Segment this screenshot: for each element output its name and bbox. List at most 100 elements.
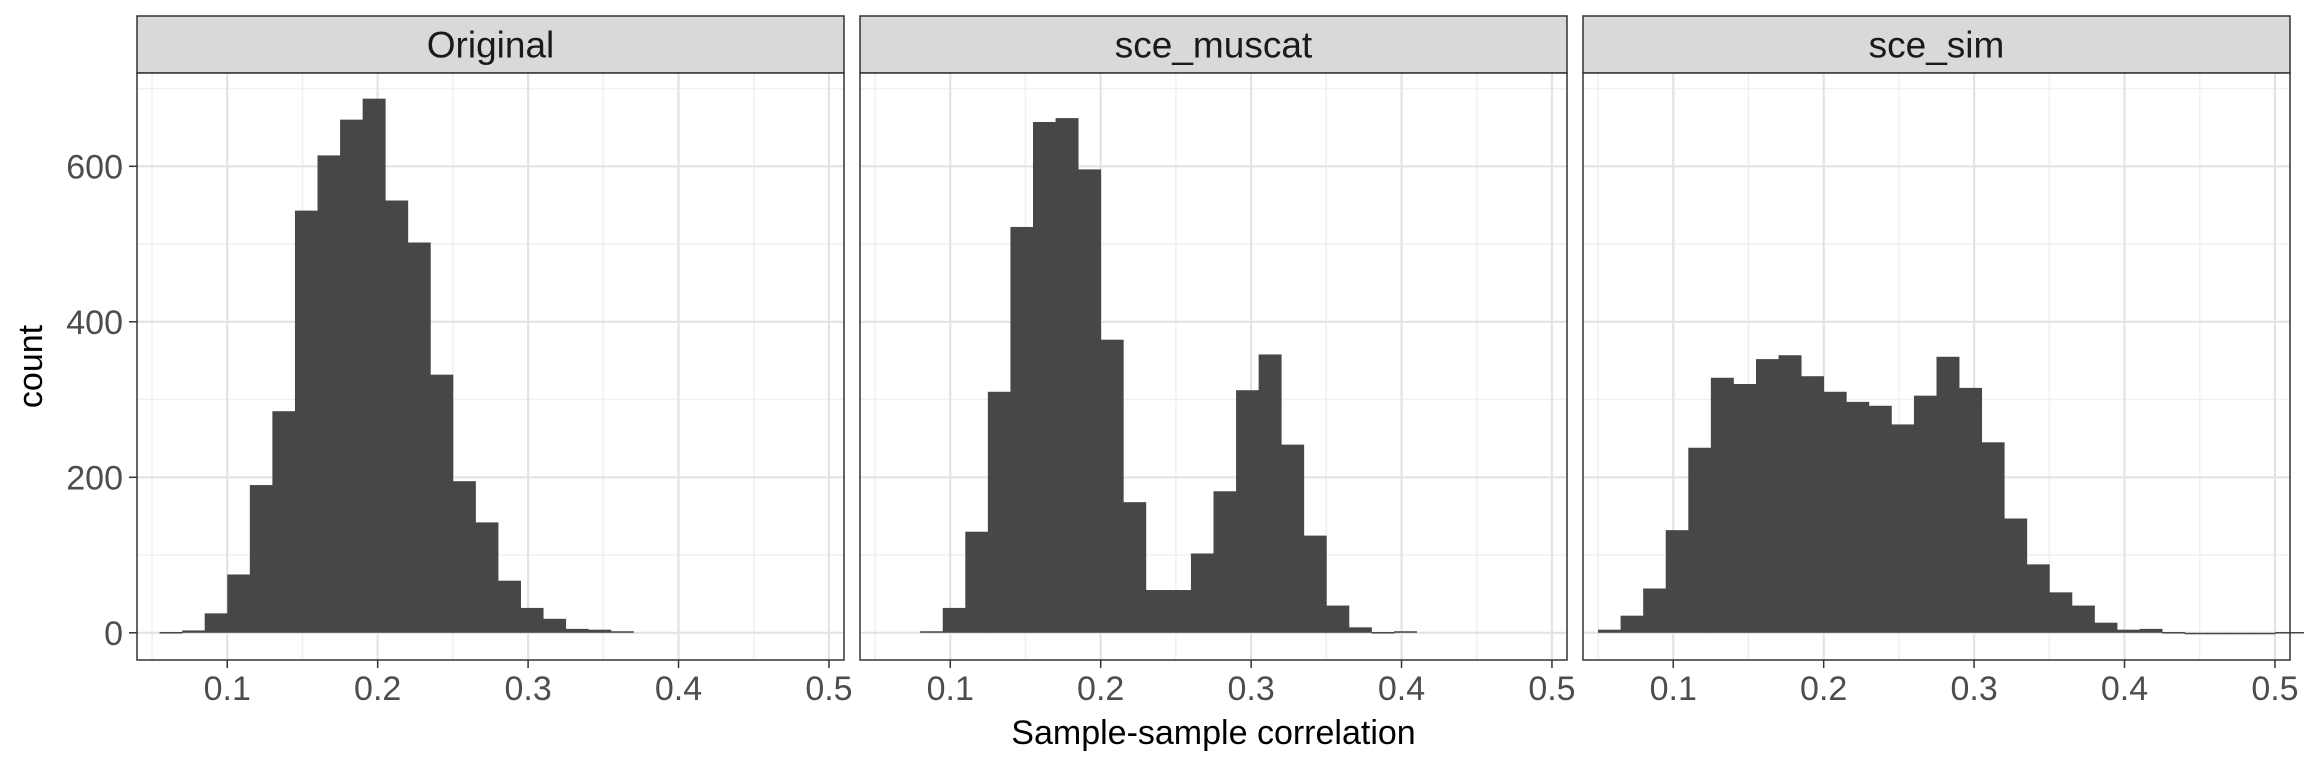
histogram-bar (2026, 564, 2050, 633)
histogram-bar (2139, 628, 2163, 633)
x-tick-label: 0.4 (2101, 670, 2148, 708)
histogram-bar (1236, 390, 1260, 633)
histogram-bar (340, 119, 364, 633)
histogram-bars (920, 118, 1417, 634)
histogram-bar (2229, 632, 2253, 635)
histogram-bar (987, 391, 1011, 633)
histogram-bar (182, 630, 206, 633)
histogram-bar (1348, 627, 1372, 633)
histogram-bar (965, 531, 989, 633)
histogram-bar (1981, 442, 2005, 633)
histogram-bar (2297, 632, 2304, 634)
x-tick-label: 0.3 (1950, 670, 1997, 708)
histogram-bar (272, 411, 296, 633)
histogram-bar (1394, 631, 1417, 633)
facet-panel-1: sce_muscat 0.1 0.2 0.3 0.4 0.5 (859, 15, 1576, 708)
histogram-bar (1959, 387, 1983, 633)
histogram-bar (1100, 339, 1124, 633)
histogram-bar (1168, 590, 1192, 633)
histogram-bar (920, 631, 944, 633)
panel-border (859, 72, 1568, 661)
histogram-bar (249, 485, 273, 633)
histogram-bar (588, 629, 612, 633)
histogram-bar (2162, 632, 2186, 634)
histogram-bar (1643, 588, 1667, 633)
histogram-bar (498, 580, 521, 633)
histogram-bar (2117, 629, 2140, 633)
histogram-bar (2004, 518, 2028, 633)
histogram-bar (475, 522, 499, 633)
histogram-bar (1078, 169, 1102, 633)
histogram-bar (452, 481, 476, 633)
histogram-bar (227, 574, 251, 633)
histogram-bar (1665, 530, 1689, 633)
histogram-bar (1801, 376, 1825, 633)
histogram-bar (1620, 615, 1644, 633)
histogram-bar (1823, 391, 1847, 633)
histogram-bar (942, 607, 966, 633)
histogram-bar (204, 613, 228, 633)
histogram-bar (1913, 395, 1937, 633)
histogram-bar (1281, 444, 1305, 633)
histogram-bar (2274, 632, 2298, 634)
histogram-bar (317, 155, 341, 633)
panel-border (1582, 72, 2291, 661)
histogram-bar (1891, 424, 1915, 633)
histogram-bar (407, 242, 431, 633)
histogram-bars (1598, 355, 2304, 635)
x-tick-label: 0.2 (1800, 670, 1847, 708)
histogram-bar (1190, 553, 1214, 633)
histogram-bar (294, 210, 318, 633)
histogram-bar (1055, 118, 1079, 633)
histogram-bar (1123, 502, 1147, 633)
histogram-bar (565, 628, 589, 633)
x-tick-label: 0.1 (1650, 670, 1697, 708)
histogram-bar (1598, 629, 1622, 633)
histogram-bar (1688, 447, 1712, 633)
histogram-bar (1032, 121, 1056, 633)
facet-strip-label: sce_muscat (1115, 25, 1313, 66)
histogram-bar (610, 631, 634, 633)
y-tick-label: 600 (66, 148, 123, 186)
facet-strip-label: sce_sim (1869, 25, 2005, 66)
histogram-bar (2071, 605, 2095, 633)
x-tick-label: 0.3 (504, 670, 551, 708)
x-tick-label: 0.4 (1378, 670, 1425, 708)
y-tick-label: 400 (66, 304, 123, 342)
histogram-bar (1733, 383, 1757, 633)
histogram-bar (1145, 590, 1169, 633)
y-axis-title: count (12, 324, 50, 408)
x-tick-label: 0.3 (1227, 670, 1274, 708)
x-tick-label: 0.2 (1077, 670, 1124, 708)
facet-panel-0: Original 0.1 0.2 0.3 0.4 0.5 (136, 15, 853, 708)
x-tick-label: 0.5 (1528, 670, 1575, 708)
x-tick-label: 0.5 (2251, 670, 2298, 708)
histogram-bar (1303, 535, 1327, 633)
x-tick-label: 0.1 (927, 670, 974, 708)
histogram-bar (1213, 491, 1237, 633)
x-tick-label: 0.2 (354, 670, 401, 708)
histogram-bar (1846, 401, 1870, 633)
histogram-bar (2049, 592, 2073, 633)
panel-border (136, 72, 845, 661)
histogram-bars (159, 98, 634, 634)
histogram-bar (2207, 632, 2231, 635)
histogram-bar (520, 607, 544, 633)
histogram-bar (543, 618, 567, 633)
histogram-bar (430, 374, 454, 633)
y-axis: 0 200 400 600 (66, 148, 137, 653)
histogram-bar (1010, 226, 1034, 633)
histogram-bar (1778, 355, 1802, 633)
histogram-bar (2184, 632, 2208, 635)
histogram-bar (1755, 359, 1779, 633)
histogram-bar (159, 632, 183, 634)
facet-strip-label: Original (427, 25, 555, 66)
x-tick-label: 0.1 (204, 670, 251, 708)
histogram-bar (1936, 356, 1960, 633)
facet-panel-2: sce_sim 0.1 0.2 0.3 0.4 0.5 (1582, 15, 2304, 708)
histogram-bar (1868, 405, 1892, 633)
histogram-bar (2094, 622, 2118, 633)
histogram-bar (1710, 377, 1734, 633)
facet-strip (1582, 15, 2291, 74)
